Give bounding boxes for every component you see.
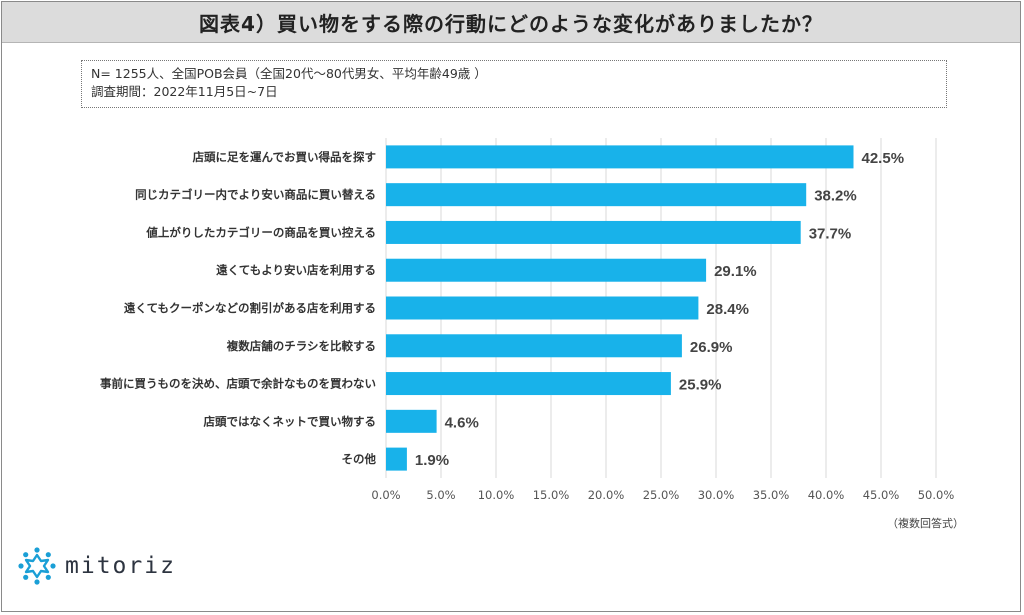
category-label: 事前に買うものを決め、店頭で余計なものを買わない [100,377,376,391]
category-label: 遠くてもより安い店を利用する [216,263,376,277]
x-tick-label: 45.0% [863,488,900,502]
x-tick-label: 0.0% [371,488,400,502]
bar [386,258,707,282]
category-label: 複数店舗のチラシを比較する [226,339,376,353]
x-tick-label: 50.0% [918,488,955,502]
value-label: 38.2% [814,188,857,205]
value-label: 26.9% [690,339,733,356]
x-tick-label: 30.0% [698,488,735,502]
value-label: 1.9% [415,452,449,469]
bar [386,334,682,358]
category-label: 店頭ではなくネットで買い物する [204,414,377,428]
bar [386,145,854,169]
value-label: 4.6% [445,414,479,431]
bar [386,372,671,396]
chart-title: 図表4）買い物をする際の行動にどのような変化がありましたか？ [2,2,1020,43]
x-tick-label: 15.0% [533,488,570,502]
value-label: 42.5% [862,150,905,167]
answer-type-note: （複数回答式） [887,517,964,530]
x-tick-label: 10.0% [478,488,515,502]
value-label: 29.1% [714,263,757,280]
category-label: 値上がりしたカテゴリーの商品を買い控える [145,225,376,239]
bar [386,220,801,244]
survey-sample-text: N= 1255人、全国POB会員（全国20代〜80代男女、平均年齢49歳 ） [91,66,487,81]
brand-logo: mitoriz [17,546,176,586]
bar [386,409,437,433]
x-tick-label: 5.0% [426,488,455,502]
x-tick-label: 25.0% [643,488,680,502]
value-label: 25.9% [679,377,722,394]
bar [386,296,699,320]
category-label: 店頭に足を運んでお買い得品を探す [193,150,376,164]
bar [386,183,807,207]
logo-text: mitoriz [65,553,176,579]
survey-info-box: N= 1255人、全国POB会員（全国20代〜80代男女、平均年齢49歳 ） 調… [81,60,947,108]
mitoriz-logo-icon [18,547,56,585]
category-label: 同じカテゴリー内でより安い商品に買い替える [135,188,376,202]
category-label: その他 [342,452,377,466]
x-tick-label: 40.0% [808,488,845,502]
value-label: 37.7% [809,225,852,242]
value-label: 28.4% [706,301,749,318]
x-tick-label: 20.0% [588,488,625,502]
x-tick-label: 35.0% [753,488,790,502]
category-label: 遠くてもクーポンなどの割引がある店を利用する [124,301,376,315]
bar [386,447,407,471]
survey-period-text: 調査期間：2022年11月5日~7日 [91,84,278,99]
